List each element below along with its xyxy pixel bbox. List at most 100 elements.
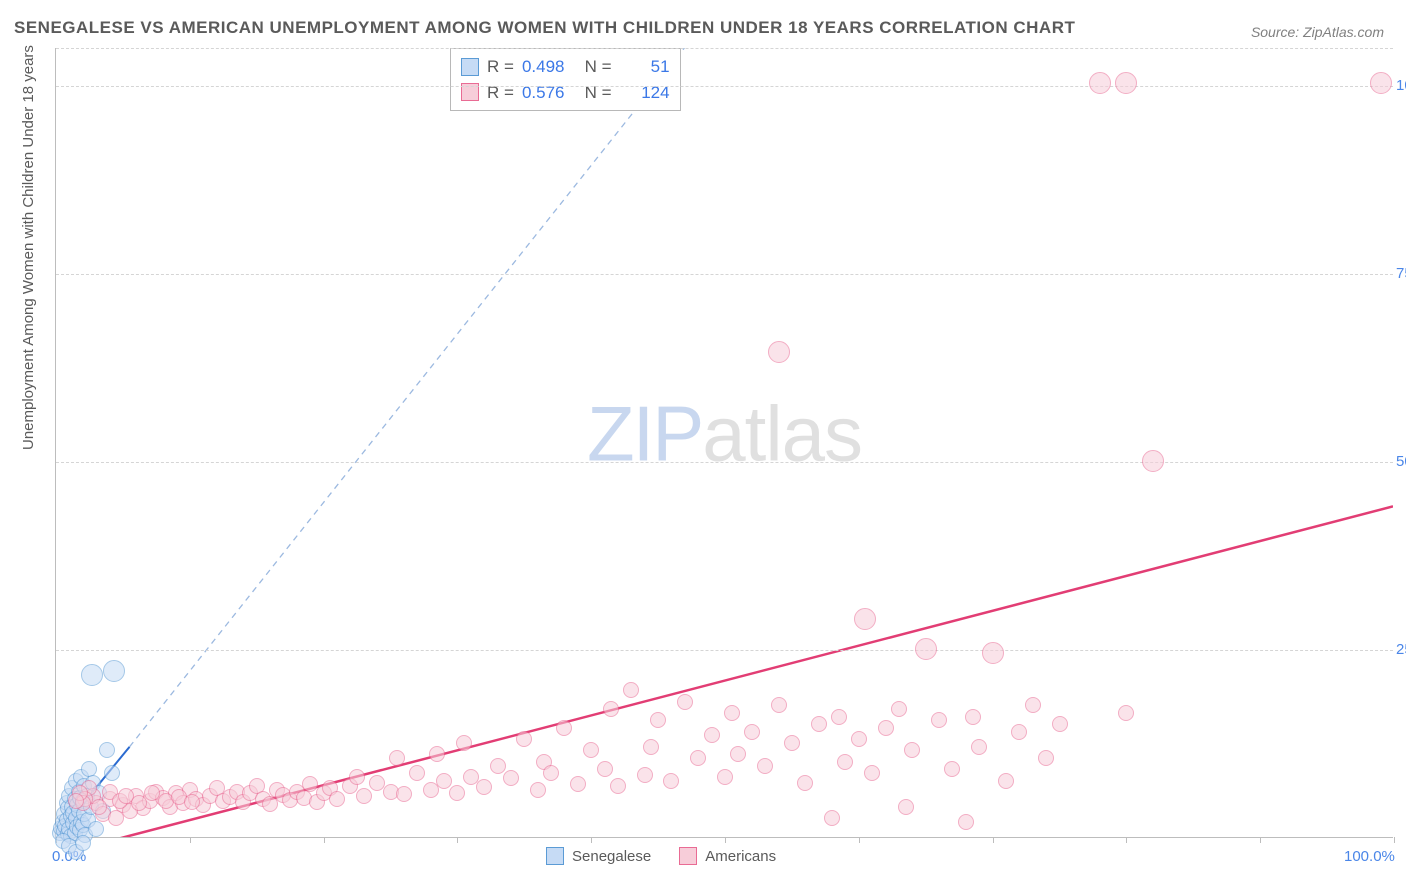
stats-row: R =0.576 N =124 — [461, 80, 670, 106]
x-tick-mark — [1260, 837, 1261, 843]
data-point — [1011, 724, 1027, 740]
data-point — [982, 642, 1004, 664]
data-point — [864, 765, 880, 781]
data-point — [898, 799, 914, 815]
x-tick-mark — [1394, 837, 1395, 843]
x-tick-mark — [457, 837, 458, 843]
stat-r-label: R = — [487, 80, 514, 106]
x-tick-mark — [993, 837, 994, 843]
watermark: ZIPatlas — [587, 388, 862, 479]
data-point — [597, 761, 613, 777]
plot-area: ZIPatlas R =0.498 N =51R =0.576 N =124 S… — [55, 48, 1393, 838]
x-tick-mark — [725, 837, 726, 843]
legend: Senegalese Americans — [546, 847, 776, 865]
data-point — [757, 758, 773, 774]
data-point — [717, 769, 733, 785]
data-point — [768, 341, 790, 363]
data-point — [356, 788, 372, 804]
data-point — [456, 735, 472, 751]
data-point — [1118, 705, 1134, 721]
data-point — [998, 773, 1014, 789]
data-point — [854, 608, 876, 630]
data-point — [1115, 72, 1137, 94]
data-point — [389, 750, 405, 766]
y-axis-label: Unemployment Among Women with Children U… — [20, 45, 37, 450]
data-point — [837, 754, 853, 770]
gridline-h — [56, 462, 1393, 463]
x-tick-mark — [190, 837, 191, 843]
data-point — [68, 793, 84, 809]
stats-swatch — [461, 58, 479, 76]
stat-r-value: 0.576 — [522, 80, 572, 106]
data-point — [744, 724, 760, 740]
data-point — [650, 712, 666, 728]
stat-r-value: 0.498 — [522, 54, 572, 80]
data-point — [99, 742, 115, 758]
stats-row: R =0.498 N =51 — [461, 54, 670, 80]
data-point — [811, 716, 827, 732]
x-tick-mark — [324, 837, 325, 843]
data-point — [965, 709, 981, 725]
data-point — [915, 638, 937, 660]
data-point — [436, 773, 452, 789]
stat-n-value: 51 — [620, 54, 670, 80]
legend-item: Senegalese — [546, 847, 651, 865]
legend-label: Americans — [705, 848, 776, 865]
data-point — [530, 782, 546, 798]
stat-n-label: N = — [580, 80, 612, 106]
data-point — [1025, 697, 1041, 713]
data-point — [643, 739, 659, 755]
stats-box: R =0.498 N =51R =0.576 N =124 — [450, 48, 681, 111]
y-tick-label: 50.0% — [1396, 453, 1406, 470]
data-point — [1370, 72, 1392, 94]
data-point — [91, 799, 107, 815]
data-point — [878, 720, 894, 736]
gridline-h — [56, 650, 1393, 651]
legend-swatch — [546, 847, 564, 865]
data-point — [637, 767, 653, 783]
data-point — [329, 791, 345, 807]
gridline-h — [56, 274, 1393, 275]
data-point — [944, 761, 960, 777]
data-point — [931, 712, 947, 728]
data-point — [724, 705, 740, 721]
data-point — [797, 775, 813, 791]
data-point — [75, 835, 91, 851]
data-point — [824, 810, 840, 826]
x-tick-label-right: 100.0% — [1344, 848, 1406, 865]
data-point — [958, 814, 974, 830]
data-point — [396, 786, 412, 802]
data-point — [503, 770, 519, 786]
data-point — [556, 720, 572, 736]
data-point — [623, 682, 639, 698]
chart-title: SENEGALESE VS AMERICAN UNEMPLOYMENT AMON… — [14, 18, 1075, 38]
data-point — [570, 776, 586, 792]
data-point — [543, 765, 559, 781]
data-point — [831, 709, 847, 725]
data-point — [104, 765, 120, 781]
trend-lines — [56, 48, 1393, 837]
data-point — [184, 794, 200, 810]
data-point — [771, 697, 787, 713]
data-point — [730, 746, 746, 762]
gridline-h — [56, 86, 1393, 87]
data-point — [103, 660, 125, 682]
y-tick-label: 25.0% — [1396, 641, 1406, 658]
source-label: Source: ZipAtlas.com — [1251, 24, 1384, 40]
watermark-atlas: atlas — [702, 389, 862, 477]
data-point — [704, 727, 720, 743]
legend-item: Americans — [679, 847, 776, 865]
data-point — [1038, 750, 1054, 766]
data-point — [490, 758, 506, 774]
data-point — [88, 821, 104, 837]
data-point — [583, 742, 599, 758]
stat-r-label: R = — [487, 54, 514, 80]
data-point — [1052, 716, 1068, 732]
watermark-zip: ZIP — [587, 389, 702, 477]
data-point — [476, 779, 492, 795]
data-point — [81, 664, 103, 686]
legend-label: Senegalese — [572, 848, 651, 865]
data-point — [449, 785, 465, 801]
data-point — [663, 773, 679, 789]
y-tick-label: 75.0% — [1396, 265, 1406, 282]
